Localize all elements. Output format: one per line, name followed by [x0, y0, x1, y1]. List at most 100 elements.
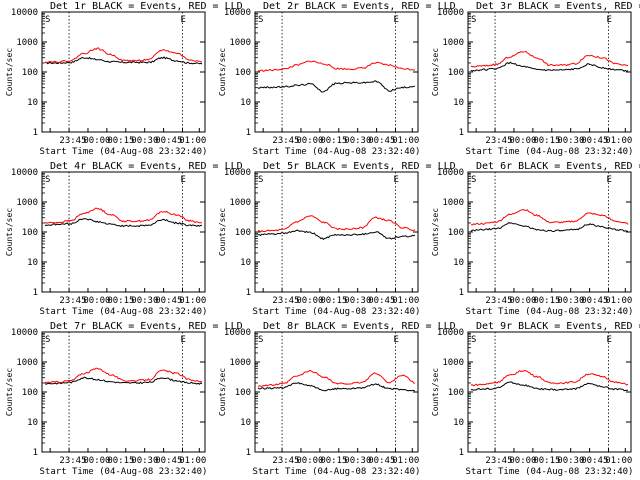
x-tick-label: 00:45 — [155, 296, 182, 306]
y-tick-label: 10 — [453, 258, 464, 268]
x-tick-label: 00:30 — [344, 456, 371, 466]
end-marker-label: E — [607, 335, 612, 345]
x-axis-label: Start Time (04-Aug-08 23:32:40) — [253, 147, 421, 157]
series-lld-line — [470, 50, 629, 68]
start-marker-label: S — [471, 175, 476, 185]
x-tick-label: 00:15 — [107, 296, 134, 306]
y-tick-label: 1000 — [442, 38, 464, 48]
x-tick-label: 00:30 — [344, 136, 371, 146]
y-tick-label: 100 — [22, 68, 38, 78]
plot-area — [254, 11, 419, 133]
x-tick-label: 23:45 — [272, 296, 299, 306]
start-marker-label: S — [45, 335, 50, 345]
x-tick-label: 00:30 — [344, 296, 371, 306]
x-tick-label: 01:00 — [392, 456, 419, 466]
panel-8: Det 8r BLACK = Events, RED = LLD 1 10 100 10… — [218, 321, 456, 477]
x-tick-label: 01:00 — [179, 136, 206, 146]
panel-title: Det 9r BLACK = Events, RED = LLD — [476, 321, 640, 332]
start-marker-label: S — [471, 335, 476, 345]
panel-3: Det 3r BLACK = Events, RED = LLD 1 10 100 10… — [431, 1, 640, 157]
end-marker-label: E — [181, 15, 186, 25]
plot-area — [467, 331, 632, 453]
series-lld-line — [257, 369, 416, 388]
y-tick-label: 100 — [448, 388, 464, 398]
x-tick-label: 00:45 — [581, 136, 608, 146]
x-tick-label: 00:00 — [296, 296, 323, 306]
y-tick-label: 1 — [246, 128, 251, 138]
x-tick-label: 00:45 — [368, 136, 395, 146]
plot-area — [467, 171, 632, 293]
y-axis-label: Counts/sec — [431, 368, 440, 416]
y-tick-label: 1 — [459, 448, 464, 458]
x-tick-label: 00:00 — [296, 456, 323, 466]
x-axis-label: Start Time (04-Aug-08 23:32:40) — [40, 147, 208, 157]
y-tick-label: 100 — [235, 388, 251, 398]
y-tick-label: 1 — [33, 128, 38, 138]
plot-area — [467, 11, 632, 133]
x-tick-label: 00:45 — [581, 456, 608, 466]
plot-area — [41, 11, 206, 133]
x-tick-label: 01:00 — [392, 296, 419, 306]
plot-area — [254, 331, 419, 453]
start-marker-label: S — [258, 175, 263, 185]
end-marker-label: E — [394, 335, 399, 345]
panel-4: Det 4r BLACK = Events, RED = LLD 1 10 100 10… — [5, 161, 243, 317]
series-lld-line — [257, 60, 416, 72]
y-tick-label: 1000 — [16, 358, 38, 368]
x-tick-label: 23:45 — [59, 296, 86, 306]
panel-title: Det 4r BLACK = Events, RED = LLD — [50, 161, 243, 172]
x-tick-label: 00:15 — [533, 136, 560, 146]
series-lld-line — [44, 207, 203, 224]
x-tick-label: 01:00 — [605, 136, 632, 146]
x-tick-label: 23:45 — [272, 456, 299, 466]
x-tick-label: 00:15 — [320, 296, 347, 306]
x-tick-label: 23:45 — [485, 296, 512, 306]
x-axis-label: Start Time (04-Aug-08 23:32:40) — [40, 307, 208, 317]
y-tick-label: 10 — [453, 418, 464, 428]
end-marker-label: E — [607, 175, 612, 185]
y-tick-label: 1 — [33, 288, 38, 298]
y-tick-label: 1 — [459, 288, 464, 298]
panel-title: Det 7r BLACK = Events, RED = LLD — [50, 321, 243, 332]
x-tick-label: 00:00 — [83, 296, 110, 306]
y-tick-label: 1000 — [16, 38, 38, 48]
end-marker-label: E — [394, 15, 399, 25]
x-tick-label: 00:45 — [155, 136, 182, 146]
y-tick-label: 10000 — [437, 168, 464, 178]
panel-title: Det 1r BLACK = Events, RED = LLD — [50, 1, 243, 12]
series-events-line — [257, 381, 416, 392]
x-tick-label: 23:45 — [485, 456, 512, 466]
x-tick-label: 01:00 — [605, 456, 632, 466]
y-tick-label: 1000 — [442, 198, 464, 208]
panel-title: Det 5r BLACK = Events, RED = LLD — [263, 161, 456, 172]
end-marker-label: E — [394, 175, 399, 185]
series-lld-line — [44, 367, 203, 384]
panel-5: Det 5r BLACK = Events, RED = LLD 1 10 100 10… — [218, 161, 456, 317]
x-tick-label: 00:00 — [83, 456, 110, 466]
start-marker-label: S — [45, 175, 50, 185]
panel-2: Det 2r BLACK = Events, RED = LLD 1 10 100 10… — [218, 1, 456, 157]
y-axis-label: Counts/sec — [218, 48, 227, 96]
panel-6: Det 6r BLACK = Events, RED = LLD 1 10 100 10… — [431, 161, 640, 317]
y-tick-label: 1000 — [442, 358, 464, 368]
plot-area — [254, 171, 419, 293]
x-axis-label: Start Time (04-Aug-08 23:32:40) — [40, 467, 208, 477]
x-tick-label: 23:45 — [272, 136, 299, 146]
y-tick-label: 1 — [246, 448, 251, 458]
y-tick-label: 100 — [22, 388, 38, 398]
series-lld-line — [45, 47, 203, 64]
y-tick-label: 1000 — [16, 198, 38, 208]
y-axis-label: Counts/sec — [218, 208, 227, 256]
y-tick-label: 10 — [27, 98, 38, 108]
panel-title: Det 8r BLACK = Events, RED = LLD — [263, 321, 456, 332]
panel-7: Det 7r BLACK = Events, RED = LLD 1 10 100 10… — [5, 321, 243, 477]
plot-area — [41, 331, 206, 453]
panel-title: Det 3r BLACK = Events, RED = LLD — [476, 1, 640, 12]
x-tick-label: 00:00 — [509, 456, 536, 466]
x-tick-label: 00:30 — [557, 136, 584, 146]
plot-area — [41, 171, 206, 293]
panel-title: Det 2r BLACK = Events, RED = LLD — [263, 1, 456, 12]
x-axis-label: Start Time (04-Aug-08 23:32:40) — [253, 307, 421, 317]
y-axis-label: Counts/sec — [5, 208, 14, 256]
